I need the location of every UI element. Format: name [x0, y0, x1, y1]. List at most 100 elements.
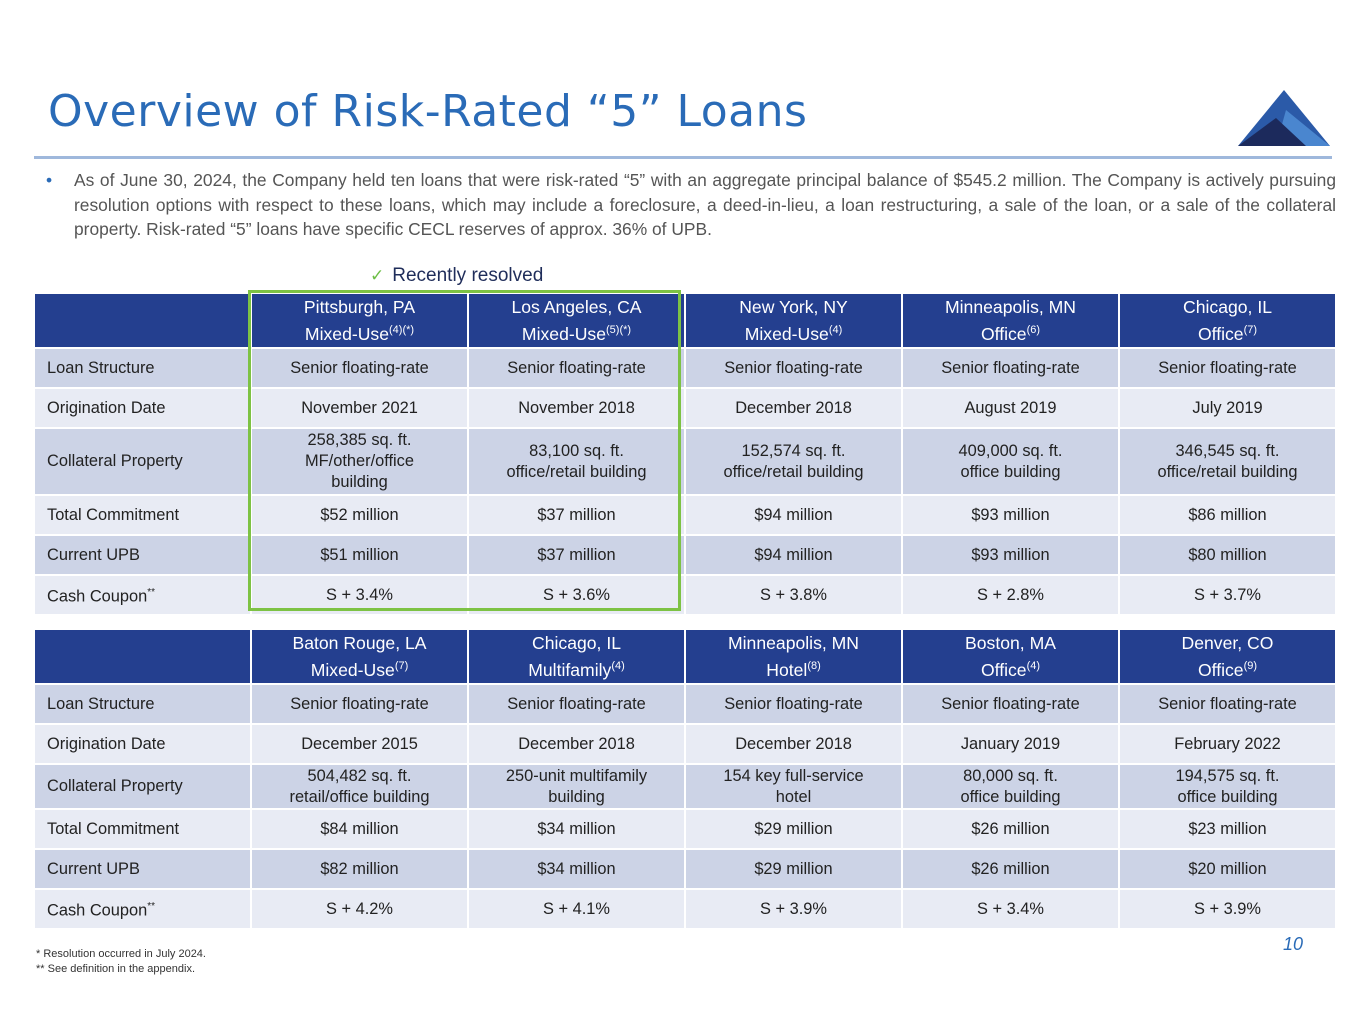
column-header: Pittsburgh, PA Mixed-Use(4)(*) [250, 292, 469, 349]
table-cell: $82 million [250, 848, 469, 890]
header-property-type: Mixed-Use [304, 323, 389, 344]
header-city: Chicago, IL [532, 632, 621, 653]
table-cell: 504,482 sq. ft. retail/office building [250, 763, 469, 810]
table-header-row: Pittsburgh, PA Mixed-Use(4)(*) Los Angeles… [33, 292, 1337, 349]
table-cell: $86 million [1118, 494, 1337, 536]
table-cell: Senior floating-rate [250, 347, 469, 389]
column-header: Los Angeles, CA Mixed-Use(5)(*) [467, 292, 686, 349]
table-cell: S + 2.8% [901, 574, 1120, 616]
row-label: Origination Date [33, 723, 252, 765]
column-header: Denver, CO Office(9) [1118, 628, 1337, 685]
row-label: Cash Coupon** [33, 574, 252, 616]
table-cell: $84 million [250, 808, 469, 850]
check-icon: ✓ [370, 266, 385, 285]
row-label: Cash Coupon** [33, 888, 252, 930]
header-city: Minneapolis, MN [944, 296, 1077, 317]
row-label: Total Commitment [33, 808, 252, 850]
table-cell: Senior floating-rate [901, 347, 1120, 389]
header-footnote-ref: (9) [1243, 659, 1258, 672]
table-cell: $37 million [467, 494, 686, 536]
recently-resolved-legend: ✓ Recently resolved [370, 265, 543, 287]
table-header-row: Baton Rouge, LA Mixed-Use(7) Chicago, IL Mu… [33, 628, 1337, 685]
table-cell: December 2015 [250, 723, 469, 765]
row-label-text: Collateral Property [47, 452, 183, 470]
row-label: Current UPB [33, 534, 252, 576]
header-city: New York, NY [739, 296, 848, 317]
header-footnote-ref: (4) [1026, 659, 1041, 672]
loans-table-1: Pittsburgh, PA Mixed-Use(4)(*) Los Angeles… [33, 292, 1337, 616]
row-label-text: Cash Coupon [47, 901, 148, 920]
table-cell: Senior floating-rate [684, 683, 903, 725]
header-footnote-ref: (4)(*) [389, 323, 415, 336]
table-cell: November 2018 [467, 387, 686, 429]
table-cell: Senior floating-rate [467, 347, 686, 389]
summary-bullet: • As of June 30, 2024, the Company held … [46, 168, 1336, 242]
header-property-type: Mixed-Use [521, 323, 606, 344]
row-label-text: Cash Coupon [47, 587, 148, 606]
row-label-text: Collateral Property [47, 777, 183, 795]
table-cell: December 2018 [684, 723, 903, 765]
table-row: Origination Date November 2021 November 20… [33, 387, 1337, 429]
table-cell: $26 million [901, 848, 1120, 890]
row-label: Origination Date [33, 387, 252, 429]
table-cell: $37 million [467, 534, 686, 576]
row-label-text: Total Commitment [47, 505, 180, 524]
table-row: Collateral Property 504,482 sq. ft. retai… [33, 763, 1337, 810]
header-blank-cell [33, 292, 252, 349]
table-row: Cash Coupon** S + 4.2% S + 4.1% S + 3.9% S +… [33, 888, 1337, 930]
table-cell: $29 million [684, 808, 903, 850]
header-city: Los Angeles, CA [511, 296, 642, 317]
table-cell: S + 3.9% [684, 888, 903, 930]
row-label-footnote-ref: ** [147, 901, 156, 913]
mountain-logo-icon [1238, 90, 1330, 146]
table-cell: $34 million [467, 848, 686, 890]
header-city: Baton Rouge, LA [292, 632, 427, 653]
header-city: Boston, MA [965, 632, 1056, 653]
row-label: Loan Structure [33, 683, 252, 725]
header-property-type: Hotel [766, 659, 808, 680]
header-city: Chicago, IL [1183, 296, 1272, 317]
table-cell: 80,000 sq. ft. office building [901, 763, 1120, 810]
table-cell: July 2019 [1118, 387, 1337, 429]
table-row: Total Commitment $52 million $37 million $9… [33, 494, 1337, 536]
loans-table-2: Baton Rouge, LA Mixed-Use(7) Chicago, IL Mu… [33, 628, 1337, 930]
table-cell: February 2022 [1118, 723, 1337, 765]
header-property-type: Mixed-Use [744, 323, 829, 344]
row-label-text: Loan Structure [47, 694, 155, 713]
header-footnote-ref: (8) [807, 659, 821, 672]
table-cell: 258,385 sq. ft. MF/other/office building [250, 427, 469, 496]
table-cell: S + 3.9% [1118, 888, 1337, 930]
header-property-type: Office [1197, 659, 1244, 680]
header-city: Minneapolis, MN [727, 632, 860, 653]
header-footnote-ref: (4) [828, 323, 843, 336]
row-label-text: Total Commitment [47, 819, 180, 838]
table-cell: $80 million [1118, 534, 1337, 576]
table-cell: Senior floating-rate [467, 683, 686, 725]
header-property-type: Office [980, 659, 1027, 680]
table-row: Total Commitment $84 million $34 million $2… [33, 808, 1337, 850]
row-label-footnote-ref: ** [147, 587, 156, 599]
title-divider [34, 156, 1332, 159]
header-footnote-ref: (6) [1026, 323, 1041, 336]
table-cell: Senior floating-rate [1118, 347, 1337, 389]
table-cell: S + 3.7% [1118, 574, 1337, 616]
header-property-type: Office [1197, 323, 1244, 344]
footnote-resolution: * Resolution occurred in July 2024. [36, 948, 206, 960]
header-property-type: Multifamily [528, 659, 612, 680]
row-label-text: Origination Date [47, 398, 166, 417]
table-cell: $94 million [684, 534, 903, 576]
table-cell: $26 million [901, 808, 1120, 850]
row-label-text: Current UPB [47, 545, 140, 564]
row-label-text: Current UPB [47, 859, 140, 878]
header-property-type: Office [980, 323, 1027, 344]
table-cell: S + 3.4% [901, 888, 1120, 930]
table-cell: $29 million [684, 848, 903, 890]
table-row: Collateral Property 258,385 sq. ft. MF/ot… [33, 427, 1337, 496]
header-footnote-ref: (4) [611, 659, 625, 672]
table-cell: December 2018 [684, 387, 903, 429]
table-cell: $34 million [467, 808, 686, 850]
table-cell: 250-unit multifamily building [467, 763, 686, 810]
column-header: Chicago, IL Office(7) [1118, 292, 1337, 349]
table-cell: Senior floating-rate [901, 683, 1120, 725]
header-footnote-ref: (5)(*) [606, 323, 632, 336]
